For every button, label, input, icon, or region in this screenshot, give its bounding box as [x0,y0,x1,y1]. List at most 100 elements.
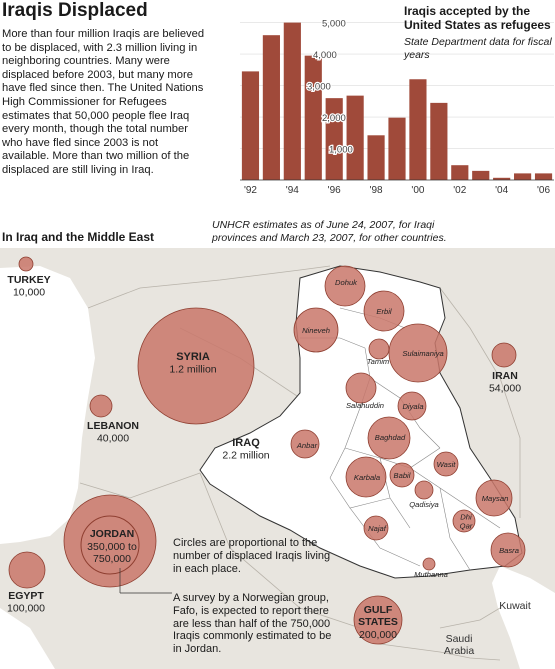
bubble-gulf-states [353,595,403,645]
bar-1995 [304,55,322,180]
turkey-label-value: 10,000 [13,287,45,299]
province-border [409,467,501,529]
turkey-label-name: TURKEY [7,274,50,286]
province-label-dhi-qar: Dhi [460,513,472,522]
refugee-bar-chart: 1,000 2,000 3,000 4,000 5,000 '92 '94 '96 '98 '00… [240,17,554,196]
place-kuwait: Kuwait [499,600,531,612]
bar-2005 [514,173,532,180]
bubble-tamim [368,338,390,360]
gulf-label-name-2: STATES [358,616,398,628]
province-label-salahuddin: Salahuddin [346,401,384,410]
y-tick-label: 2,000 [322,113,346,124]
country-border [87,265,331,309]
syria-label-value: 1.2 million [169,364,216,376]
bubble-egypt [8,551,46,589]
province-label-maysan: Maysan [482,494,509,503]
persian-gulf [492,566,555,669]
bubble-anbar [290,429,320,459]
egypt-label-name: EGYPT [8,590,44,602]
gulf-label-name-1: GULF [364,604,393,616]
x-tick-label: '94 [286,185,299,196]
y-tick-label: 1,000 [329,145,353,156]
province-label-qadisiya: Qadisiya [409,500,439,509]
bar-1998 [367,135,385,180]
province-label-muthanna: Muthanna [414,570,448,579]
x-tick-label: '96 [328,185,341,196]
province-label-wasit: Wasit [437,460,457,469]
bubble-lebanon [89,394,113,418]
bubble-jordan-high [63,494,157,588]
y-tick-label: 3,000 [307,82,331,93]
bar-2002 [451,165,469,180]
gulf-label-value: 200,000 [359,629,397,641]
province-label-baghdad: Baghdad [375,433,406,442]
bubble-maysan [475,479,513,517]
place-saudi-arabia-2: Arabia [444,645,475,657]
y-tick-label: 4,000 [313,50,337,61]
x-tick-label: '06 [537,185,550,196]
bar-2001 [430,102,448,180]
jordan-survey-caption: A survey by a Norwegian group, Fafo, is … [173,592,332,656]
circle-scale-caption: Circles are proportional to the number o… [173,537,331,575]
egypt-label-value: 100,000 [7,603,45,615]
intro-text: More than four million Iraqis are believ… [2,28,205,176]
lebanon-label-value: 40,000 [97,433,129,445]
country-border [199,472,361,629]
bubble-dhi-qar [452,509,476,533]
bubble-nineveh [293,307,339,353]
province-label-dhi-qar: Qar [460,522,473,531]
bar-1996 [325,98,343,180]
x-tick-label: '00 [411,185,424,196]
bubble-muthanna [422,557,436,571]
iran-label-name: IRAN [492,370,518,382]
bubble-jordan-low [80,515,140,575]
bubble-salahuddin [345,372,377,404]
country-border [79,472,201,499]
iraq-outline [199,265,523,579]
province-label-dohuk: Dohuk [335,278,358,287]
bar-2006 [534,173,553,180]
x-tick-label: '02 [453,185,466,196]
bar-1997 [346,95,364,180]
lebanon-label-name: LEBANON [87,420,139,432]
iraq-label-name: IRAQ [232,437,260,449]
province-border [439,487,471,571]
bubble-karbala [345,456,387,498]
bar-chart-title: Iraqis accepted by the United States as … [404,4,551,32]
iran-label-value: 54,000 [489,383,521,395]
syria-label-name: SYRIA [176,351,210,363]
province-label-najaf: Najaf [368,524,387,533]
bar-2004 [493,177,511,180]
bar-chart-subtitle: State Department data for fiscal years [404,36,552,61]
page-title: Iraqis Displaced [2,0,148,21]
bar-1992 [241,71,260,180]
province-label-babil: Babil [394,471,411,480]
mediterranean-sea [0,266,95,544]
bubble-dohuk [324,265,366,307]
bar-2003 [472,170,490,180]
y-tick-label: 5,000 [322,19,346,30]
bubble-baghdad [367,416,411,460]
bubble-basra [490,532,526,568]
bubble-babil [389,462,415,488]
x-tick-label: '92 [244,185,257,196]
bubble-najaf [363,515,389,541]
map-heading: In Iraq and the Middle East [2,230,155,244]
iraq-label-value: 2.2 million [222,450,269,462]
red-sea [0,608,55,669]
jordan-label-value-1: 350,000 to [87,541,137,553]
country-border [439,287,521,518]
province-label-karbala: Karbala [354,473,380,482]
province-label-erbil: Erbil [376,307,392,316]
province-border [349,507,421,567]
place-saudi-arabia-1: Saudi [446,633,473,645]
bubble-diyala [397,391,427,421]
bubble-qadisiya [414,480,434,500]
bubble-erbil [363,290,405,332]
province-label-anbar: Anbar [296,441,318,450]
bar-2000 [409,79,427,180]
province-label-basra: Basra [499,546,519,555]
jordan-label-value-2: 750,000 [93,553,131,565]
x-tick-label: '98 [370,185,383,196]
